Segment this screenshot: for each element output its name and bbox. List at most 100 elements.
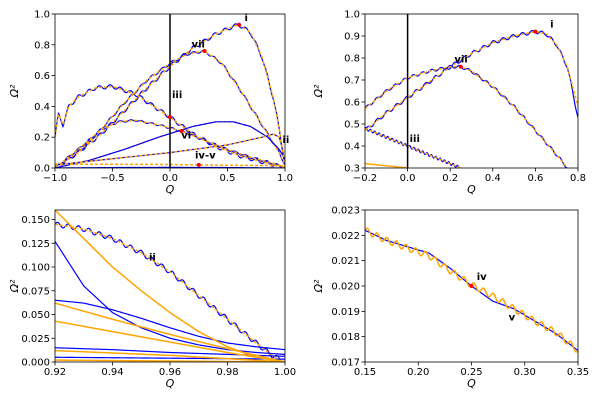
- y-axis-label: Ω²: [8, 279, 21, 293]
- y-tick-label: 0.8: [344, 54, 360, 65]
- x-tick-label: 0.2: [442, 173, 458, 184]
- x-axis-label: Q: [166, 377, 175, 390]
- x-tick-label: 0.35: [567, 367, 589, 378]
- y-tick-label: 0.100: [21, 263, 50, 274]
- series-line-o4-orange: [55, 349, 285, 362]
- annotation-label: vii: [454, 55, 467, 66]
- data-marker: [533, 29, 538, 34]
- data-marker: [196, 162, 201, 167]
- x-tick-label: −0.5: [100, 173, 124, 184]
- y-tick-label: 0.8: [34, 40, 50, 51]
- series-line-iii-orange: [55, 85, 285, 168]
- y-tick-label: 1.0: [34, 10, 50, 21]
- x-axis-label: Q: [467, 377, 476, 390]
- subplot-top-right: −0.2 0.0 0.2 0.4 0.6 0.8 0.3 0.4 0.5 0.6 0.7 0.8 0.9…: [312, 10, 586, 197]
- series-line-vii-blue: [365, 64, 568, 168]
- annotation-label: i: [550, 19, 553, 30]
- y-tick-label: 0.019: [331, 307, 360, 318]
- y-tick-label: 0.125: [21, 239, 50, 250]
- y-tick-label: 0.020: [331, 282, 360, 293]
- series-line-o2-orange: [55, 302, 285, 362]
- series-line-iii-orange: [365, 127, 462, 168]
- x-tick-label: 0.5: [220, 173, 236, 184]
- x-tick-label: −1.0: [43, 173, 67, 184]
- y-tick-label: 0.6: [34, 71, 50, 82]
- x-tick-label: 0.0: [162, 173, 178, 184]
- data-marker: [458, 64, 463, 69]
- y-axis-label: Ω²: [8, 84, 21, 98]
- x-axis-label: Q: [166, 183, 175, 196]
- y-tick-label: 0.6: [344, 98, 360, 109]
- x-tick-label: 0.4: [485, 173, 501, 184]
- y-axis-label: Ω²: [312, 279, 325, 293]
- subplot-bottom-left: 0.92 0.94 0.96 0.98 1.00 0.000 0.025 0.050 0.075…: [8, 209, 296, 390]
- series-line-iv-blue: [365, 229, 578, 352]
- y-tick-label: 0.050: [21, 310, 50, 321]
- y-tick-label: 0.9: [344, 32, 360, 43]
- x-tick-label: 0.20: [407, 367, 429, 378]
- y-tick-label: 0.2: [34, 133, 50, 144]
- data-marker: [469, 284, 474, 288]
- plot-area: [365, 227, 578, 353]
- x-tick-label: 1.00: [274, 367, 296, 378]
- x-tick-label: −0.2: [353, 173, 377, 184]
- y-tick-label: 0.018: [331, 332, 360, 343]
- plot-area: [365, 14, 578, 168]
- annotation-label: vii: [192, 39, 205, 50]
- annotation-label: iv-v: [195, 150, 216, 161]
- data-marker: [202, 48, 207, 53]
- subplot-bottom-right: 0.15 0.20 0.25 0.30 0.35 0.017 0.018 0.019 0.020…: [312, 206, 589, 391]
- annotation-label: iv: [477, 272, 487, 283]
- x-tick-label: 0.96: [159, 367, 181, 378]
- series-line-o3-orange: [55, 320, 285, 362]
- series-line-i-orange: [55, 23, 285, 168]
- plot-area: [55, 14, 285, 168]
- series-line-i-orange: [365, 30, 578, 132]
- y-tick-label: 0.075: [21, 286, 50, 297]
- series-line-b2-blue: [55, 299, 285, 351]
- x-tick-label: 1.0: [277, 173, 293, 184]
- x-tick-label: 0.6: [527, 173, 543, 184]
- data-marker: [179, 129, 184, 134]
- y-tick-label: 0.5: [344, 120, 360, 131]
- y-tick-label: 0.022: [331, 231, 360, 242]
- y-tick-label: 0.025: [21, 334, 50, 345]
- series-line-b4-blue: [55, 356, 285, 360]
- x-tick-label: 0.92: [44, 367, 66, 378]
- x-tick-label: 0.30: [514, 367, 536, 378]
- series-line-vii-orange: [365, 66, 568, 168]
- y-tick-label: 0.4: [34, 102, 50, 113]
- y-tick-label: 0.3: [344, 164, 360, 175]
- x-tick-label: 0.98: [216, 367, 238, 378]
- axes-frame: [364, 13, 579, 169]
- subplot-top-left: −1.0 −0.5 0.0 0.5 1.00.00.20.40.60.81.0QΩ²iv…: [8, 10, 293, 197]
- y-axis-label: Ω²: [312, 84, 325, 98]
- y-tick-label: 0.023: [331, 206, 360, 217]
- y-tick-label: 1.0: [344, 10, 360, 21]
- annotation-label: i: [244, 13, 247, 24]
- annotation-label: iii: [410, 134, 420, 145]
- data-marker: [168, 115, 172, 120]
- y-tick-label: 0.0: [34, 164, 50, 175]
- plot-area: [55, 210, 285, 362]
- x-tick-label: 0.25: [460, 367, 482, 378]
- data-marker: [237, 22, 241, 27]
- x-tick-label: 0.8: [570, 173, 586, 184]
- series-line-i-blue: [365, 29, 578, 131]
- y-tick-label: 0.7: [344, 76, 360, 87]
- x-axis-label: Q: [467, 183, 476, 196]
- series-line-b1-blue: [55, 241, 285, 355]
- y-tick-label: 0.021: [331, 256, 360, 267]
- series-line-vi-orange: [365, 162, 408, 168]
- series-line-v-orange: [365, 227, 578, 353]
- y-tick-label: 0.4: [344, 142, 360, 153]
- series-line-ii-orange: [55, 223, 285, 362]
- annotation-label: iii: [172, 90, 182, 101]
- annotation-label: ii: [149, 252, 156, 263]
- y-tick-label: 0.017: [331, 358, 360, 369]
- x-tick-label: 0.0: [400, 173, 416, 184]
- annotation-label: ii: [282, 135, 289, 146]
- x-tick-label: 0.15: [354, 367, 376, 378]
- y-tick-label: 0.000: [21, 358, 50, 369]
